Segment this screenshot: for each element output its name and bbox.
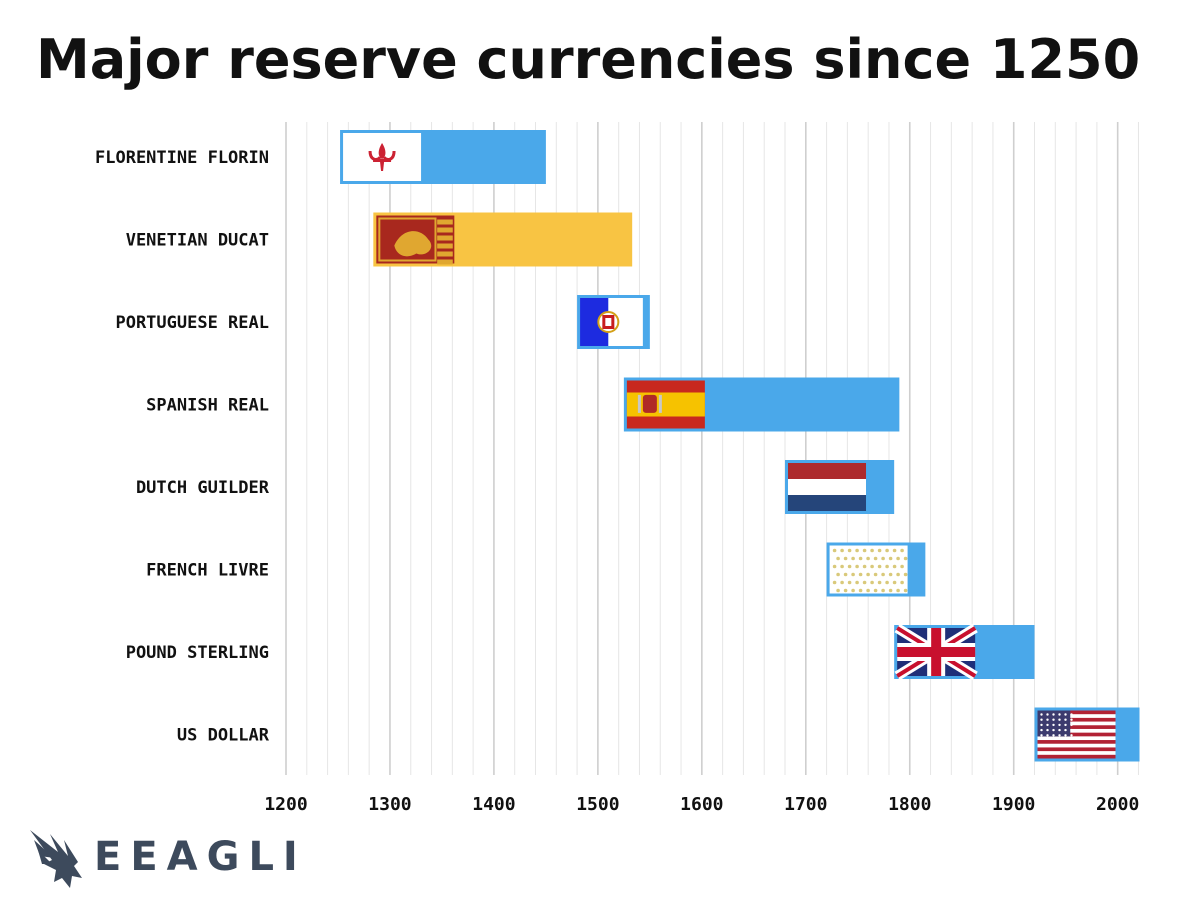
category-label: FRENCH LIVRE	[146, 561, 269, 581]
x-tick-label: 1200	[264, 794, 307, 815]
x-tick-label: 1900	[992, 794, 1035, 815]
category-label: US DOLLAR	[177, 726, 270, 746]
brand-name: EEAGLI	[94, 834, 307, 880]
spain-flag-icon	[626, 380, 705, 429]
x-tick-label: 1300	[368, 794, 411, 815]
usa-flag-icon	[1037, 710, 1116, 759]
x-tick-label: 1500	[576, 794, 619, 815]
x-tick-label: 2000	[1096, 794, 1139, 815]
venice-flag-icon	[376, 215, 455, 265]
netherlands-flag-icon	[788, 463, 867, 511]
category-label: DUTCH GUILDER	[136, 478, 270, 498]
chart-title: Major reserve currencies since 1250	[36, 28, 1141, 91]
x-tick-label: 1800	[888, 794, 931, 815]
france-flag-icon	[829, 545, 908, 594]
category-label: VENETIAN DUCAT	[126, 231, 269, 251]
florence-flag-icon	[343, 133, 422, 181]
eagle-icon	[30, 830, 82, 888]
category-label: FLORENTINE FLORIN	[95, 148, 269, 168]
uk-flag-icon	[894, 623, 978, 681]
category-label: SPANISH REAL	[146, 396, 269, 416]
x-tick-label: 1400	[472, 794, 515, 815]
brand-logo: EEAGLI	[28, 826, 328, 890]
x-tick-label: 1700	[784, 794, 827, 815]
x-axis-ticks: 1200 1300 1400 1500 1600 1700 1800 1900 2000	[264, 794, 1139, 815]
category-labels: FLORENTINE FLORIN VENETIAN DUCAT PORTUGUES…	[95, 148, 270, 746]
category-label: POUND STERLING	[126, 643, 269, 663]
portugal-flag-icon	[580, 298, 643, 346]
category-label: PORTUGUESE REAL	[115, 313, 269, 333]
x-tick-label: 1600	[680, 794, 723, 815]
bars	[340, 130, 1140, 762]
